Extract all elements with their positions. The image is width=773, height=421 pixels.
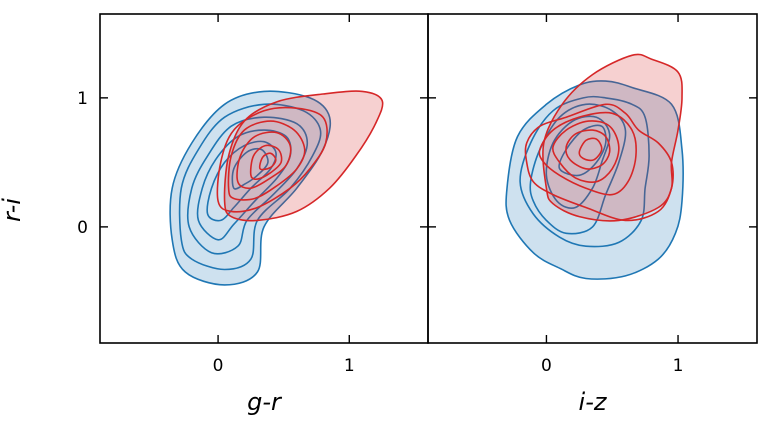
red-contour-level-4 — [565, 129, 611, 170]
red-contours — [524, 53, 683, 222]
red-contour-level-4 — [249, 144, 283, 181]
x-axis-label: g-r — [247, 388, 283, 416]
panel-i-z: 0 1 i-z — [427, 13, 758, 416]
red-contour-level-5 — [258, 152, 277, 171]
blue-contour-level-2 — [186, 116, 309, 255]
red-contour-level-2 — [538, 111, 637, 196]
panel-g-r: 0 1 0 1 g-r — [77, 13, 429, 416]
blue-contour-level-1 — [178, 103, 322, 271]
red-contour-level-0 — [542, 53, 683, 222]
blue-contour-level-4 — [558, 124, 607, 177]
plot-area — [169, 90, 384, 286]
y-tick-label: 0 — [77, 218, 88, 238]
x-tick-label: 1 — [673, 356, 684, 376]
red-contour-level-3 — [552, 120, 620, 183]
y-tick-label: 1 — [77, 89, 88, 109]
plot-area — [505, 53, 684, 280]
red-contour-level-3 — [236, 131, 292, 190]
axes-frame — [427, 13, 758, 344]
blue-contour-level-2 — [529, 103, 627, 235]
x-tick-label: 0 — [213, 356, 224, 376]
x-tick-label: 0 — [541, 356, 552, 376]
red-contour-level-1 — [216, 106, 328, 213]
x-tick-label: 1 — [344, 356, 355, 376]
x-axis-label: i-z — [579, 388, 608, 416]
red-contour-level-5 — [578, 137, 603, 162]
red-contour-level-2 — [227, 120, 306, 201]
blue-contour-level-3 — [545, 115, 611, 209]
red-contour-level-1 — [524, 103, 674, 222]
red-contours — [216, 90, 384, 222]
y-axis-label: r-i — [0, 198, 26, 222]
